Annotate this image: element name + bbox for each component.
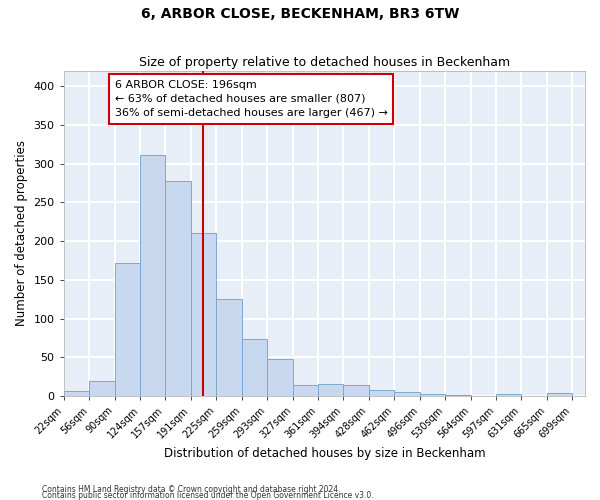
Bar xyxy=(267,359,293,396)
Bar xyxy=(191,234,216,396)
Title: Size of property relative to detached houses in Beckenham: Size of property relative to detached ho… xyxy=(139,56,510,70)
Bar xyxy=(547,393,572,396)
Text: 6, ARBOR CLOSE, BECKENHAM, BR3 6TW: 6, ARBOR CLOSE, BECKENHAM, BR3 6TW xyxy=(141,8,459,22)
Bar xyxy=(89,380,115,396)
Bar xyxy=(496,394,521,396)
Bar xyxy=(216,299,242,396)
Text: Contains public sector information licensed under the Open Government Licence v3: Contains public sector information licen… xyxy=(42,492,374,500)
X-axis label: Distribution of detached houses by size in Beckenham: Distribution of detached houses by size … xyxy=(164,447,485,460)
Bar xyxy=(394,392,420,396)
Bar xyxy=(293,385,319,396)
Bar xyxy=(343,385,368,396)
Y-axis label: Number of detached properties: Number of detached properties xyxy=(15,140,28,326)
Bar xyxy=(420,394,445,396)
Bar xyxy=(64,390,89,396)
Bar xyxy=(115,263,140,396)
Bar xyxy=(368,390,394,396)
Bar xyxy=(242,340,267,396)
Text: 6 ARBOR CLOSE: 196sqm
← 63% of detached houses are smaller (807)
36% of semi-det: 6 ARBOR CLOSE: 196sqm ← 63% of detached … xyxy=(115,80,388,118)
Bar xyxy=(319,384,343,396)
Bar xyxy=(140,155,165,396)
Bar xyxy=(165,182,191,396)
Text: Contains HM Land Registry data © Crown copyright and database right 2024.: Contains HM Land Registry data © Crown c… xyxy=(42,485,341,494)
